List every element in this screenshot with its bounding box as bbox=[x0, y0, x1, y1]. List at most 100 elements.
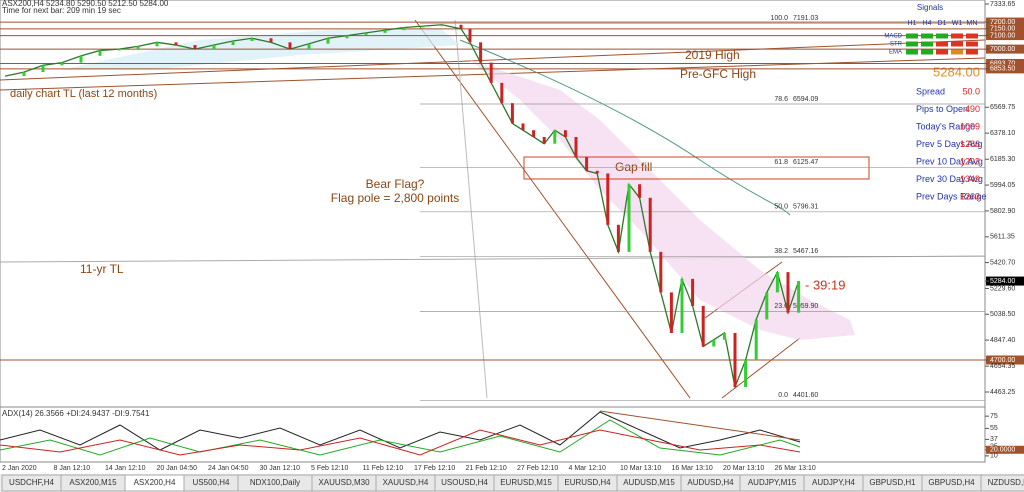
time-label: 2 Jan 2020 bbox=[2, 465, 37, 472]
price-tick-label: 6185.30 bbox=[990, 156, 1015, 163]
price-tick-label: 4463.25 bbox=[990, 389, 1015, 396]
adx-trendline bbox=[599, 410, 801, 441]
price-tick-label: 5284.00 bbox=[990, 278, 1015, 285]
candle bbox=[616, 224, 620, 252]
tab-label[interactable]: USOUSD,H4 bbox=[441, 478, 488, 487]
plus-di-line bbox=[0, 419, 801, 456]
candle bbox=[479, 42, 483, 63]
time-label: 21 Feb 12:10 bbox=[466, 465, 507, 472]
fib-price: 5796.31 bbox=[793, 204, 818, 211]
candle bbox=[532, 130, 536, 137]
tab-label[interactable]: AUDUSD,M15 bbox=[623, 478, 675, 487]
price-tick-label: 4700.00 bbox=[990, 357, 1015, 364]
tab-label[interactable]: GBPUSD,H4 bbox=[928, 478, 975, 487]
tab-label[interactable]: AUDUSD,H4 bbox=[687, 478, 734, 487]
price-tick-label: 7200.00 bbox=[990, 19, 1015, 26]
time-label: 14 Jan 12:10 bbox=[105, 465, 146, 472]
tab[interactable] bbox=[980, 474, 1024, 492]
info-value: 1009 bbox=[960, 121, 980, 131]
big-price: 5284.00 bbox=[933, 64, 980, 79]
adx-line bbox=[0, 411, 801, 451]
time-label: 8 Jan 12:10 bbox=[54, 465, 91, 472]
tab-label[interactable]: NDX100,Daily bbox=[250, 478, 300, 487]
candle bbox=[155, 42, 159, 47]
info-label: Prev Days Range bbox=[916, 191, 987, 201]
fib-price: 4401.60 bbox=[793, 392, 818, 399]
signal-cell bbox=[966, 49, 978, 55]
candle bbox=[744, 359, 748, 388]
candle bbox=[231, 40, 235, 46]
fib-ratio: 50.0 bbox=[774, 204, 788, 211]
annotation: 11-yr TL bbox=[80, 262, 124, 276]
tab-label[interactable]: AUDJPY,H4 bbox=[812, 478, 856, 487]
candle bbox=[364, 32, 368, 36]
info-value: 1263 bbox=[960, 191, 980, 201]
candle bbox=[79, 55, 83, 63]
signal-column: H4 bbox=[923, 20, 932, 27]
tab-label[interactable]: GBPUSD,H1 bbox=[869, 478, 916, 487]
candle bbox=[669, 292, 673, 333]
candle bbox=[307, 43, 311, 50]
fib-price: 5467.16 bbox=[793, 248, 818, 255]
candle bbox=[117, 49, 121, 51]
candle bbox=[797, 281, 801, 313]
candle bbox=[521, 123, 525, 131]
time-label: 24 Jan 04:50 bbox=[208, 465, 249, 472]
candle bbox=[775, 272, 779, 293]
time-label: 17 Feb 12:10 bbox=[414, 465, 455, 472]
fib-ratio: 38.2 bbox=[774, 248, 788, 255]
tab-label[interactable]: EURUSD,H4 bbox=[564, 478, 611, 487]
signal-row-label: EMA bbox=[889, 50, 902, 56]
adx-panel bbox=[0, 406, 986, 463]
info-label: Pips to Open bbox=[916, 104, 968, 114]
signal-cell bbox=[951, 41, 963, 47]
annotation: Pre-GFC High bbox=[680, 67, 756, 81]
tab-label[interactable]: NZDUSD,H1 bbox=[988, 478, 1024, 487]
signal-row-label: STR bbox=[890, 42, 903, 48]
price-tick-label: 6893.70 bbox=[990, 60, 1015, 67]
daily-trendline bbox=[0, 39, 986, 81]
adx-tick-label: 20.0000 bbox=[990, 447, 1015, 454]
level-tag bbox=[986, 17, 1024, 27]
candle bbox=[786, 272, 790, 313]
candle bbox=[212, 45, 216, 50]
annotation: 2019 High bbox=[685, 48, 740, 62]
level-tag bbox=[986, 44, 1024, 54]
candle bbox=[345, 35, 349, 39]
price-line bbox=[4, 24, 800, 390]
price-tick-label: 7100.00 bbox=[990, 32, 1015, 39]
price-tick-label: 7333.65 bbox=[990, 1, 1015, 8]
level-tag bbox=[986, 58, 1024, 68]
tab-label[interactable]: USDCHF,H4 bbox=[9, 478, 54, 487]
adx-tick-label: 75 bbox=[990, 413, 998, 420]
time-label: 20 Mar 13:10 bbox=[723, 465, 764, 472]
signal-column: MN bbox=[967, 20, 978, 27]
candle bbox=[585, 157, 589, 171]
candle bbox=[250, 38, 254, 41]
tab-label[interactable]: ASX200,H4 bbox=[134, 478, 176, 487]
adx-tick-label: 37 bbox=[990, 436, 998, 443]
tab-label[interactable]: XAUUSD,H4 bbox=[383, 478, 429, 487]
candle bbox=[98, 50, 102, 56]
fib-ratio: 100.0 bbox=[770, 15, 788, 22]
signal-column: H1 bbox=[908, 20, 917, 27]
fib-price: 7191.03 bbox=[793, 15, 818, 22]
signal-cell bbox=[951, 33, 963, 39]
tab-label[interactable]: ASX200,M15 bbox=[69, 478, 117, 487]
info-value: 490 bbox=[965, 104, 980, 114]
signal-row-label: MACD bbox=[884, 34, 902, 40]
price-tick-label: 4847.40 bbox=[990, 337, 1015, 344]
annotation: - 39:19 bbox=[805, 277, 845, 292]
tab-label[interactable]: AUDJPY,M15 bbox=[748, 478, 797, 487]
candle bbox=[489, 62, 493, 83]
candle bbox=[680, 278, 684, 333]
candle bbox=[638, 184, 642, 198]
signal-cell bbox=[936, 33, 948, 39]
signal-cell bbox=[921, 49, 933, 55]
candle bbox=[712, 339, 716, 347]
tab-label[interactable]: EURUSD,M15 bbox=[500, 478, 552, 487]
candle bbox=[288, 42, 292, 50]
tab-label[interactable]: XAUUSD,M30 bbox=[318, 478, 370, 487]
tab-label[interactable]: US500,H4 bbox=[193, 478, 230, 487]
